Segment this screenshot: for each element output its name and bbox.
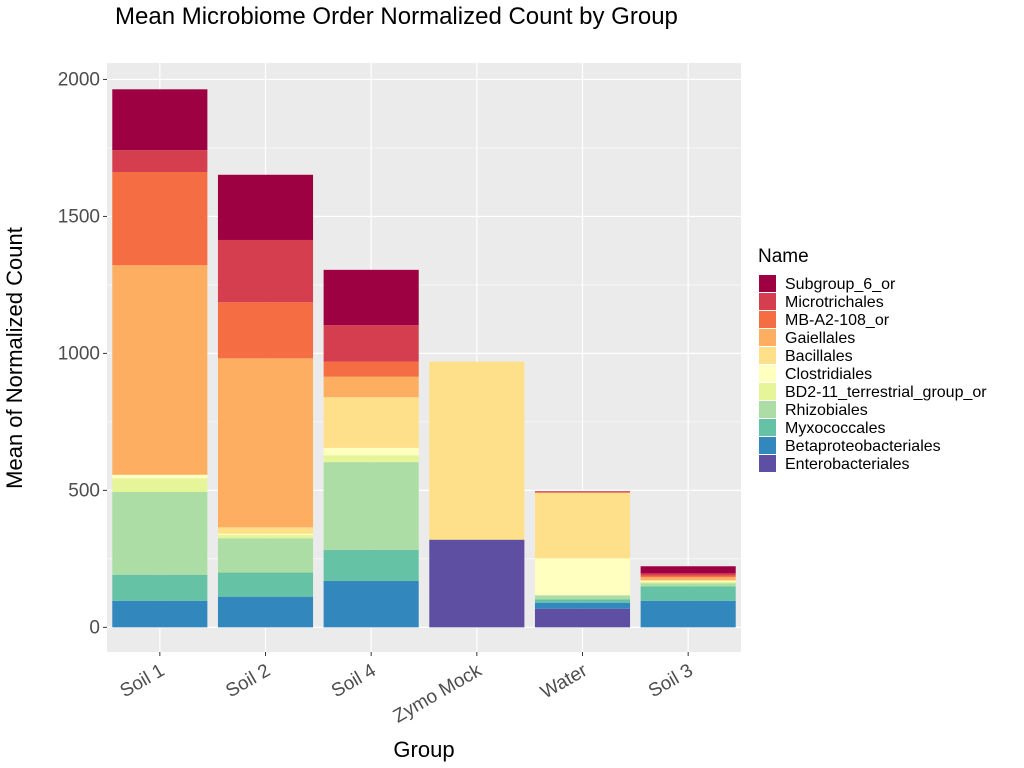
bar-segment: [640, 579, 736, 582]
y-tick-label: 0: [89, 617, 100, 638]
bar-segment: [534, 602, 631, 609]
legend-title: Name: [758, 246, 809, 267]
x-tick-label: Soil 4: [328, 660, 380, 702]
legend-label: Bacillales: [785, 348, 853, 365]
legend-label: Myxococcales: [785, 420, 885, 437]
bar-segment: [534, 492, 631, 559]
y-tick-label: 500: [68, 480, 100, 501]
bar-segment: [323, 325, 419, 362]
legend-label: BD2-11_terrestrial_group_or: [785, 384, 987, 401]
bar-segment: [640, 581, 736, 582]
legend-label: Rhizobiales: [785, 402, 868, 419]
y-axis-title: Mean of Normalized Count: [2, 227, 27, 489]
bar-segment: [640, 586, 736, 601]
bar-segment: [112, 492, 208, 575]
bar-segment: [429, 539, 525, 628]
legend-label: MB-A2-108_or: [785, 312, 890, 329]
x-axis-title: Group: [393, 737, 454, 762]
y-tick-label: 1500: [58, 206, 100, 227]
bar-segment: [640, 583, 736, 587]
legend-label: Enterobacteriales: [785, 456, 910, 473]
bar-segment: [112, 89, 208, 151]
legend-label: Microtrichales: [785, 294, 884, 311]
legend-label: Gaiellales: [785, 330, 855, 347]
bar-segment: [323, 447, 419, 456]
y-tick-label: 2000: [58, 69, 100, 90]
bar-segment: [112, 172, 208, 266]
bar-segment: [217, 538, 314, 573]
bar-segment: [217, 527, 314, 534]
bar-segment: [112, 265, 208, 475]
legend-swatch: [759, 365, 776, 382]
bar-segment: [323, 269, 419, 326]
bar-segment: [217, 239, 314, 303]
bar-segment: [323, 455, 419, 463]
bar-segment: [323, 580, 419, 628]
y-tick-label: 1000: [58, 343, 100, 364]
bar-segment: [534, 558, 631, 596]
legend-label: Subgroup_6_or: [785, 276, 896, 293]
legend-swatch: [759, 293, 776, 310]
bar-segment: [640, 566, 736, 574]
bar-segment: [640, 581, 736, 584]
bar-segment: [640, 575, 736, 578]
bar-segment: [217, 174, 314, 240]
legend-label: Betaproteobacteriales: [785, 438, 941, 455]
bar-segment: [640, 600, 736, 628]
x-tick-label: Water: [537, 660, 591, 704]
bar-segment: [323, 361, 419, 377]
bar-segment: [429, 361, 525, 540]
bar-segment: [323, 397, 419, 448]
bar-segment: [112, 600, 208, 628]
legend: Name Subgroup_6_orMicrotrichalesMB-A2-10…: [758, 246, 987, 473]
legend-swatch: [759, 419, 776, 436]
bar-segment: [217, 572, 314, 597]
chart-title: Mean Microbiome Order Normalized Count b…: [115, 3, 678, 30]
legend-swatch: [759, 437, 776, 454]
bar-segment: [534, 491, 631, 493]
legend-swatch: [759, 311, 776, 328]
bar-segment: [323, 549, 419, 581]
bars: [112, 89, 736, 628]
bar-segment: [112, 574, 208, 601]
bar-segment: [534, 608, 631, 628]
bar-segment: [112, 478, 208, 493]
legend-swatch: [759, 383, 776, 400]
legend-swatch: [759, 275, 776, 292]
x-tick-label: Soil 1: [117, 660, 169, 702]
bar-segment: [640, 577, 736, 580]
plot-panel: [107, 63, 741, 652]
bar-segment: [217, 596, 314, 628]
bar-segment: [534, 595, 631, 600]
bar-segment: [323, 462, 419, 550]
bar-segment: [217, 533, 314, 536]
legend-swatch: [759, 401, 776, 418]
x-tick-label: Zymo Mock: [390, 660, 486, 728]
legend-swatch: [759, 455, 776, 472]
legend-swatch: [759, 347, 776, 364]
legend-label: Clostridiales: [785, 366, 872, 383]
bar-segment: [323, 376, 419, 398]
bar-segment: [640, 573, 736, 576]
bar-segment: [112, 150, 208, 173]
x-tick-label: Soil 2: [222, 660, 274, 702]
bar-segment: [217, 535, 314, 539]
x-tick-label: Soil 3: [645, 660, 697, 702]
bar-segment: [112, 474, 208, 479]
bar-segment: [217, 302, 314, 359]
legend-swatch: [759, 329, 776, 346]
bar-segment: [217, 358, 314, 528]
bar-segment: [534, 599, 631, 603]
